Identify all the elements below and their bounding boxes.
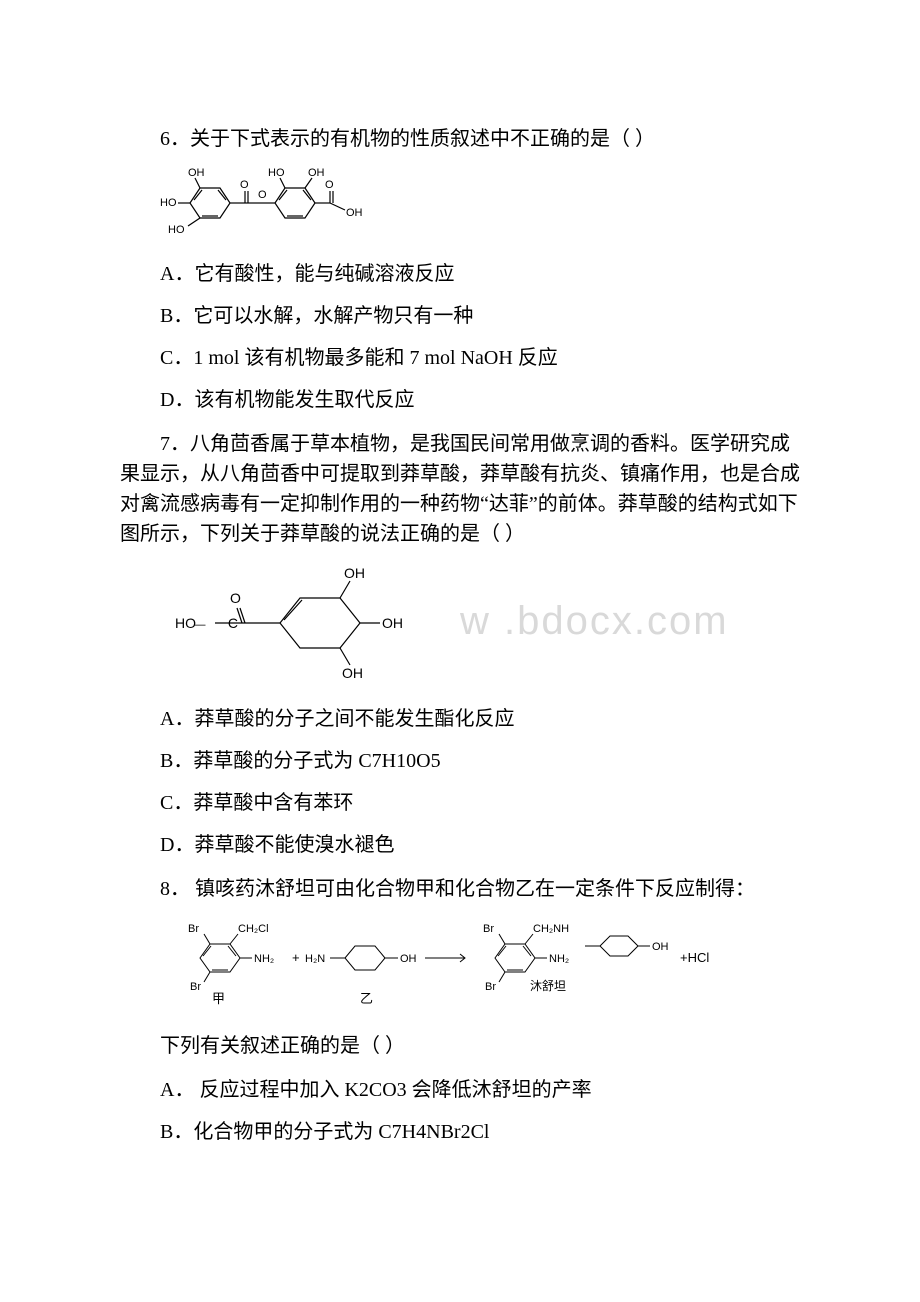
label-ch2cl: CH₂Cl [238,923,269,935]
label-ch2nh: CH₂NH [533,923,569,935]
q6-figure: OH HO HO O O HO OH O OH [160,168,800,247]
label-oh: OH [308,168,325,179]
label-yi: 乙 [360,991,373,1006]
label-oh: OH [382,615,403,631]
label-o: O [240,179,249,191]
label-plus: + [292,950,300,965]
q7-option-b: B．莽草酸的分子式为 C7H10O5 [120,746,800,776]
label-c: C [228,615,238,631]
label-oh: OH [344,565,365,581]
q6-option-b: B．它可以水解，水解产物只有一种 [120,301,800,331]
q7-option-c: C．莽草酸中含有苯环 [120,788,800,818]
q7-stem: 7．八角茴香属于草本植物，是我国民间常用做烹调的香料。医学研究成果显示，从八角茴… [120,429,800,549]
label-oh: OH [188,168,205,179]
label-o: O [258,189,267,201]
label-jia: 甲 [212,991,225,1006]
q6-stem: 6．关于下式表示的有机物的性质叙述中不正确的是（ ） [120,124,800,154]
label-oh: OH [652,941,669,953]
q8-stem: 8． 镇咳药沐舒坦可由化合物甲和化合物乙在一定条件下反应制得： [120,874,800,904]
label-o: O [230,590,241,606]
svg-text:—: — [195,619,206,631]
label-hcl: +HCl [680,950,709,965]
label-h2n: H₂N [305,953,325,965]
label-ho: HO [168,224,185,236]
label-oh: OH [400,953,417,965]
label-br: Br [188,923,199,935]
q8-mid: 下列有关叙述正确的是（ ） [120,1031,800,1061]
label-o: O [325,179,334,191]
q6-option-a: A．它有酸性，能与纯碱溶液反应 [120,259,800,289]
q7-option-a: A．莽草酸的分子之间不能发生酯化反应 [120,704,800,734]
label-mst: 沐舒坦 [530,979,566,993]
label-nh2: NH₂ [254,953,274,965]
watermark: w .bdocx.com [460,591,729,651]
q7-option-d: D．莽草酸不能使溴水褪色 [120,830,800,860]
label-ho: HO [160,197,177,209]
q8-option-a: A． 反应过程中加入 K2CO3 会降低沐舒坦的产率 [120,1075,800,1105]
label-nh2: NH₂ [549,953,569,965]
q8-figure: Br CH₂Cl NH₂ Br 甲 + H₂N OH 乙 Br CH₂NH NH… [160,918,800,1017]
label-br: Br [190,981,201,993]
q6-option-c: C．1 mol 该有机物最多能和 7 mol NaOH 反应 [120,343,800,373]
label-br: Br [483,923,494,935]
label-ho: HO [175,615,196,631]
label-oh: OH [346,207,363,219]
q7-figure: w .bdocx.com HO — C O [160,563,800,692]
label-ho: HO [268,168,285,179]
q6-option-d: D．该有机物能发生取代反应 [120,385,800,415]
q8-option-b: B．化合物甲的分子式为 C7H4NBr2Cl [120,1117,800,1147]
label-br: Br [485,981,496,993]
label-oh: OH [342,665,363,681]
